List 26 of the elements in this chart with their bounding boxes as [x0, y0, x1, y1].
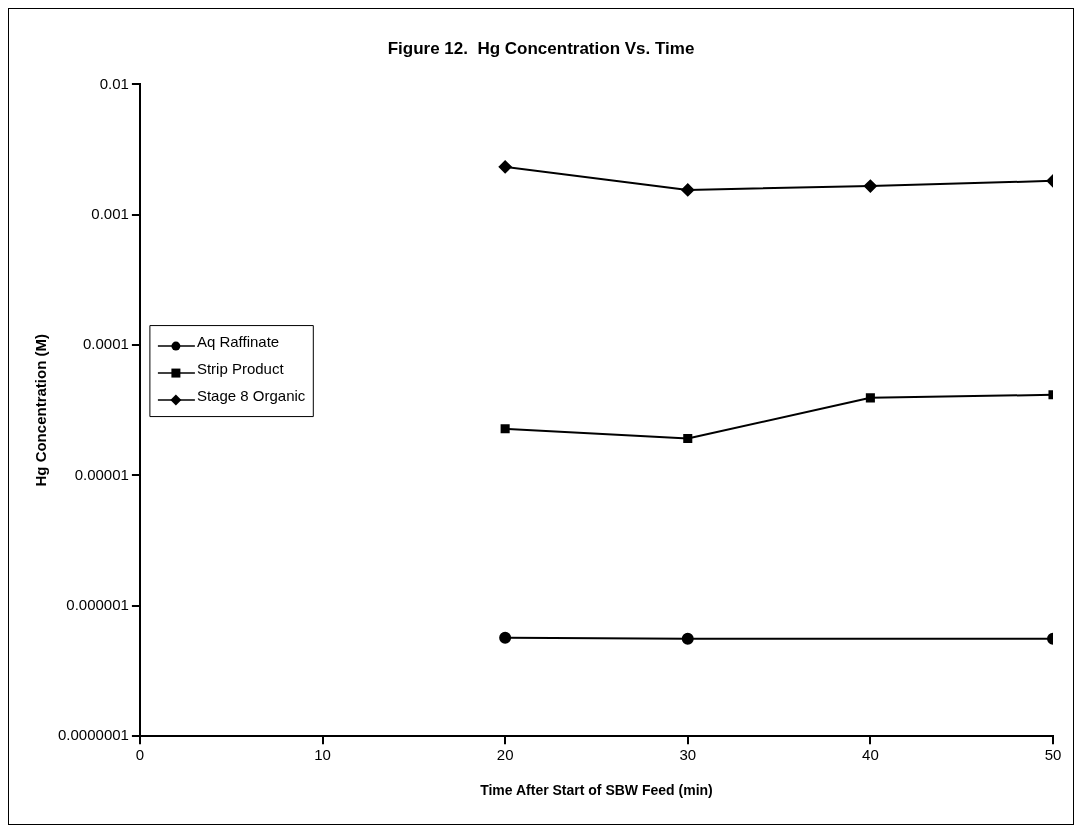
point: [863, 179, 877, 193]
legend-label: Strip Product: [196, 360, 285, 378]
point: [865, 393, 875, 403]
point: [498, 160, 512, 174]
x-tick-label: 40: [862, 746, 879, 764]
point: [681, 632, 694, 645]
y-axis-title: Hg Concentration (M): [32, 334, 50, 487]
x-axis-title: Time After Start of SBW Feed (min): [480, 782, 713, 799]
chart-title: Figure 12. Hg Concentration Vs. Time: [387, 38, 695, 58]
x-tick-label: 20: [496, 746, 514, 764]
y-tick-label: 0.01: [99, 74, 129, 92]
y-tick-label: 0.000001: [66, 595, 129, 613]
point: [683, 434, 693, 444]
y-tick-label: 0.001: [91, 204, 129, 222]
point: [500, 424, 510, 434]
x-tick-label: 50: [1044, 746, 1062, 764]
y-tick-label: 0.0000001: [58, 726, 129, 744]
y-tick-label: 0.0001: [83, 335, 129, 353]
y-tick-label: 0.00001: [74, 465, 129, 483]
x-tick-label: 0: [135, 746, 145, 764]
legend-label: Stage 8 Organic: [196, 387, 306, 405]
point: [681, 183, 695, 197]
legend-label: Aq Raffinate: [196, 333, 280, 351]
x-tick-label: 30: [679, 746, 697, 764]
x-tick-label: 10: [314, 746, 331, 764]
point: [499, 631, 512, 644]
